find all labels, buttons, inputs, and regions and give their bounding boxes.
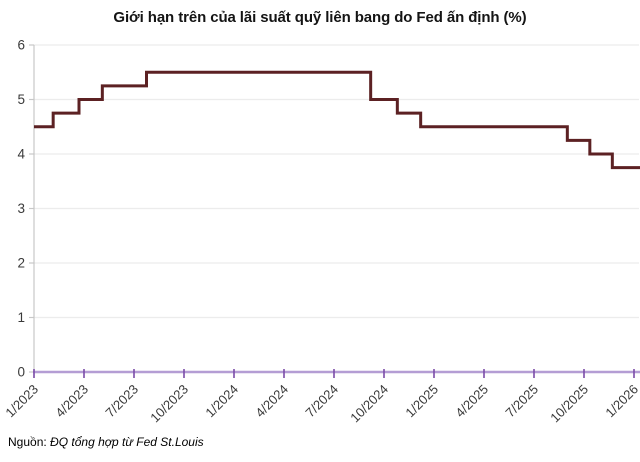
x-tick-label: 4/2024 — [252, 382, 291, 421]
x-tick-label: 7/2024 — [302, 382, 341, 421]
x-tick-label: 4/2023 — [52, 382, 91, 421]
y-tick-label: 6 — [17, 38, 25, 53]
x-tick-label: 10/2025 — [547, 382, 591, 426]
x-tick-label: 7/2025 — [502, 382, 541, 421]
y-tick-label: 3 — [17, 201, 25, 216]
chart-title: Giới hạn trên của lãi suất quỹ liên bang… — [113, 9, 527, 26]
x-tick-label: 10/2023 — [147, 382, 191, 426]
source-note: Nguồn: ĐQ tổng hợp từ Fed St.Louis — [8, 435, 204, 449]
x-tick-label: 1/2023 — [2, 382, 41, 421]
x-tick-label: 1/2026 — [602, 382, 640, 421]
x-tick-label: 1/2025 — [402, 382, 441, 421]
x-tick-label: 4/2025 — [452, 382, 491, 421]
x-tick-label: 10/2024 — [347, 382, 391, 426]
y-tick-label: 4 — [17, 147, 25, 162]
y-tick-label: 0 — [17, 365, 25, 380]
y-tick-label: 2 — [17, 256, 25, 271]
source-prefix: Nguồn: — [8, 435, 47, 449]
rate-step-line — [34, 70, 640, 170]
source-text: ĐQ tổng hợp từ Fed St.Louis — [50, 435, 204, 449]
y-tick-label: 5 — [17, 92, 25, 107]
x-tick-label: 7/2023 — [102, 382, 141, 421]
y-tick-label: 1 — [17, 310, 25, 325]
x-tick-label: 1/2024 — [202, 382, 241, 421]
